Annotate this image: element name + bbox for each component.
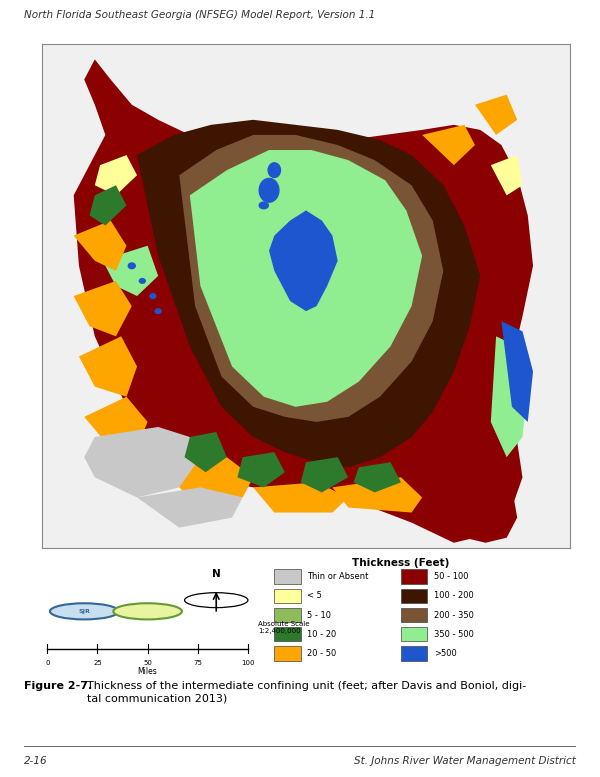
Text: St. Johns River Water Management District: St. Johns River Water Management Distric…: [354, 756, 576, 765]
Ellipse shape: [154, 308, 162, 314]
Text: Absolute Scale
1:2,400,000: Absolute Scale 1:2,400,000: [259, 621, 310, 634]
Text: Thickness of the intermediate confining unit (feet; after Davis and Boniol, digi: Thickness of the intermediate confining …: [88, 681, 527, 703]
Polygon shape: [137, 120, 480, 467]
Text: 350 - 500: 350 - 500: [434, 630, 473, 639]
FancyBboxPatch shape: [274, 646, 301, 660]
FancyBboxPatch shape: [274, 608, 301, 622]
Text: >500: >500: [434, 649, 457, 658]
FancyBboxPatch shape: [401, 646, 427, 660]
Text: Figure 2-7.: Figure 2-7.: [24, 681, 92, 692]
Text: 5 - 10: 5 - 10: [307, 611, 331, 619]
Polygon shape: [74, 281, 132, 336]
FancyBboxPatch shape: [274, 589, 301, 603]
Text: North Florida Southeast Georgia (NFSEG) Model Report, Version 1.1: North Florida Southeast Georgia (NFSEG) …: [24, 10, 375, 20]
Text: Miles: Miles: [138, 667, 157, 675]
Polygon shape: [502, 321, 533, 422]
Text: 2-16: 2-16: [24, 756, 47, 765]
Text: SJR: SJR: [79, 609, 90, 614]
Polygon shape: [74, 221, 127, 271]
Polygon shape: [253, 483, 348, 513]
Polygon shape: [185, 432, 227, 472]
Polygon shape: [190, 150, 422, 407]
Polygon shape: [84, 427, 200, 497]
Ellipse shape: [268, 162, 281, 178]
Polygon shape: [137, 487, 242, 528]
FancyBboxPatch shape: [401, 608, 427, 622]
Ellipse shape: [259, 178, 280, 203]
Text: 25: 25: [93, 660, 102, 666]
Polygon shape: [353, 462, 401, 493]
Polygon shape: [238, 452, 285, 487]
Polygon shape: [491, 336, 528, 457]
Polygon shape: [74, 44, 533, 543]
Polygon shape: [106, 246, 158, 296]
Text: 20 - 50: 20 - 50: [307, 649, 337, 658]
Text: N: N: [212, 569, 221, 579]
Text: 200 - 350: 200 - 350: [434, 611, 473, 619]
Polygon shape: [422, 125, 475, 166]
Text: 75: 75: [193, 660, 202, 666]
Text: < 5: < 5: [307, 591, 322, 601]
FancyBboxPatch shape: [274, 627, 301, 642]
Polygon shape: [269, 211, 338, 311]
Polygon shape: [475, 95, 517, 135]
Text: 0: 0: [45, 660, 50, 666]
Ellipse shape: [139, 278, 146, 284]
Polygon shape: [491, 155, 523, 195]
Polygon shape: [412, 347, 517, 543]
Text: 100: 100: [241, 660, 254, 666]
Text: 50: 50: [143, 660, 152, 666]
FancyBboxPatch shape: [401, 589, 427, 603]
Circle shape: [113, 603, 182, 619]
Polygon shape: [79, 336, 137, 397]
Polygon shape: [301, 457, 348, 493]
FancyBboxPatch shape: [274, 570, 301, 584]
Polygon shape: [332, 477, 422, 513]
FancyBboxPatch shape: [401, 570, 427, 584]
Polygon shape: [179, 135, 443, 422]
FancyBboxPatch shape: [401, 627, 427, 642]
Ellipse shape: [149, 293, 157, 299]
Polygon shape: [95, 155, 137, 195]
Text: Thickness (Feet): Thickness (Feet): [352, 558, 450, 568]
Polygon shape: [89, 185, 127, 225]
Text: 10 - 20: 10 - 20: [307, 630, 337, 639]
Circle shape: [50, 603, 119, 619]
Text: Thin or Absent: Thin or Absent: [307, 572, 368, 581]
Polygon shape: [84, 397, 148, 447]
Polygon shape: [158, 457, 253, 497]
Ellipse shape: [128, 263, 136, 270]
Text: 100 - 200: 100 - 200: [434, 591, 473, 601]
Text: 50 - 100: 50 - 100: [434, 572, 468, 581]
Ellipse shape: [259, 201, 269, 210]
